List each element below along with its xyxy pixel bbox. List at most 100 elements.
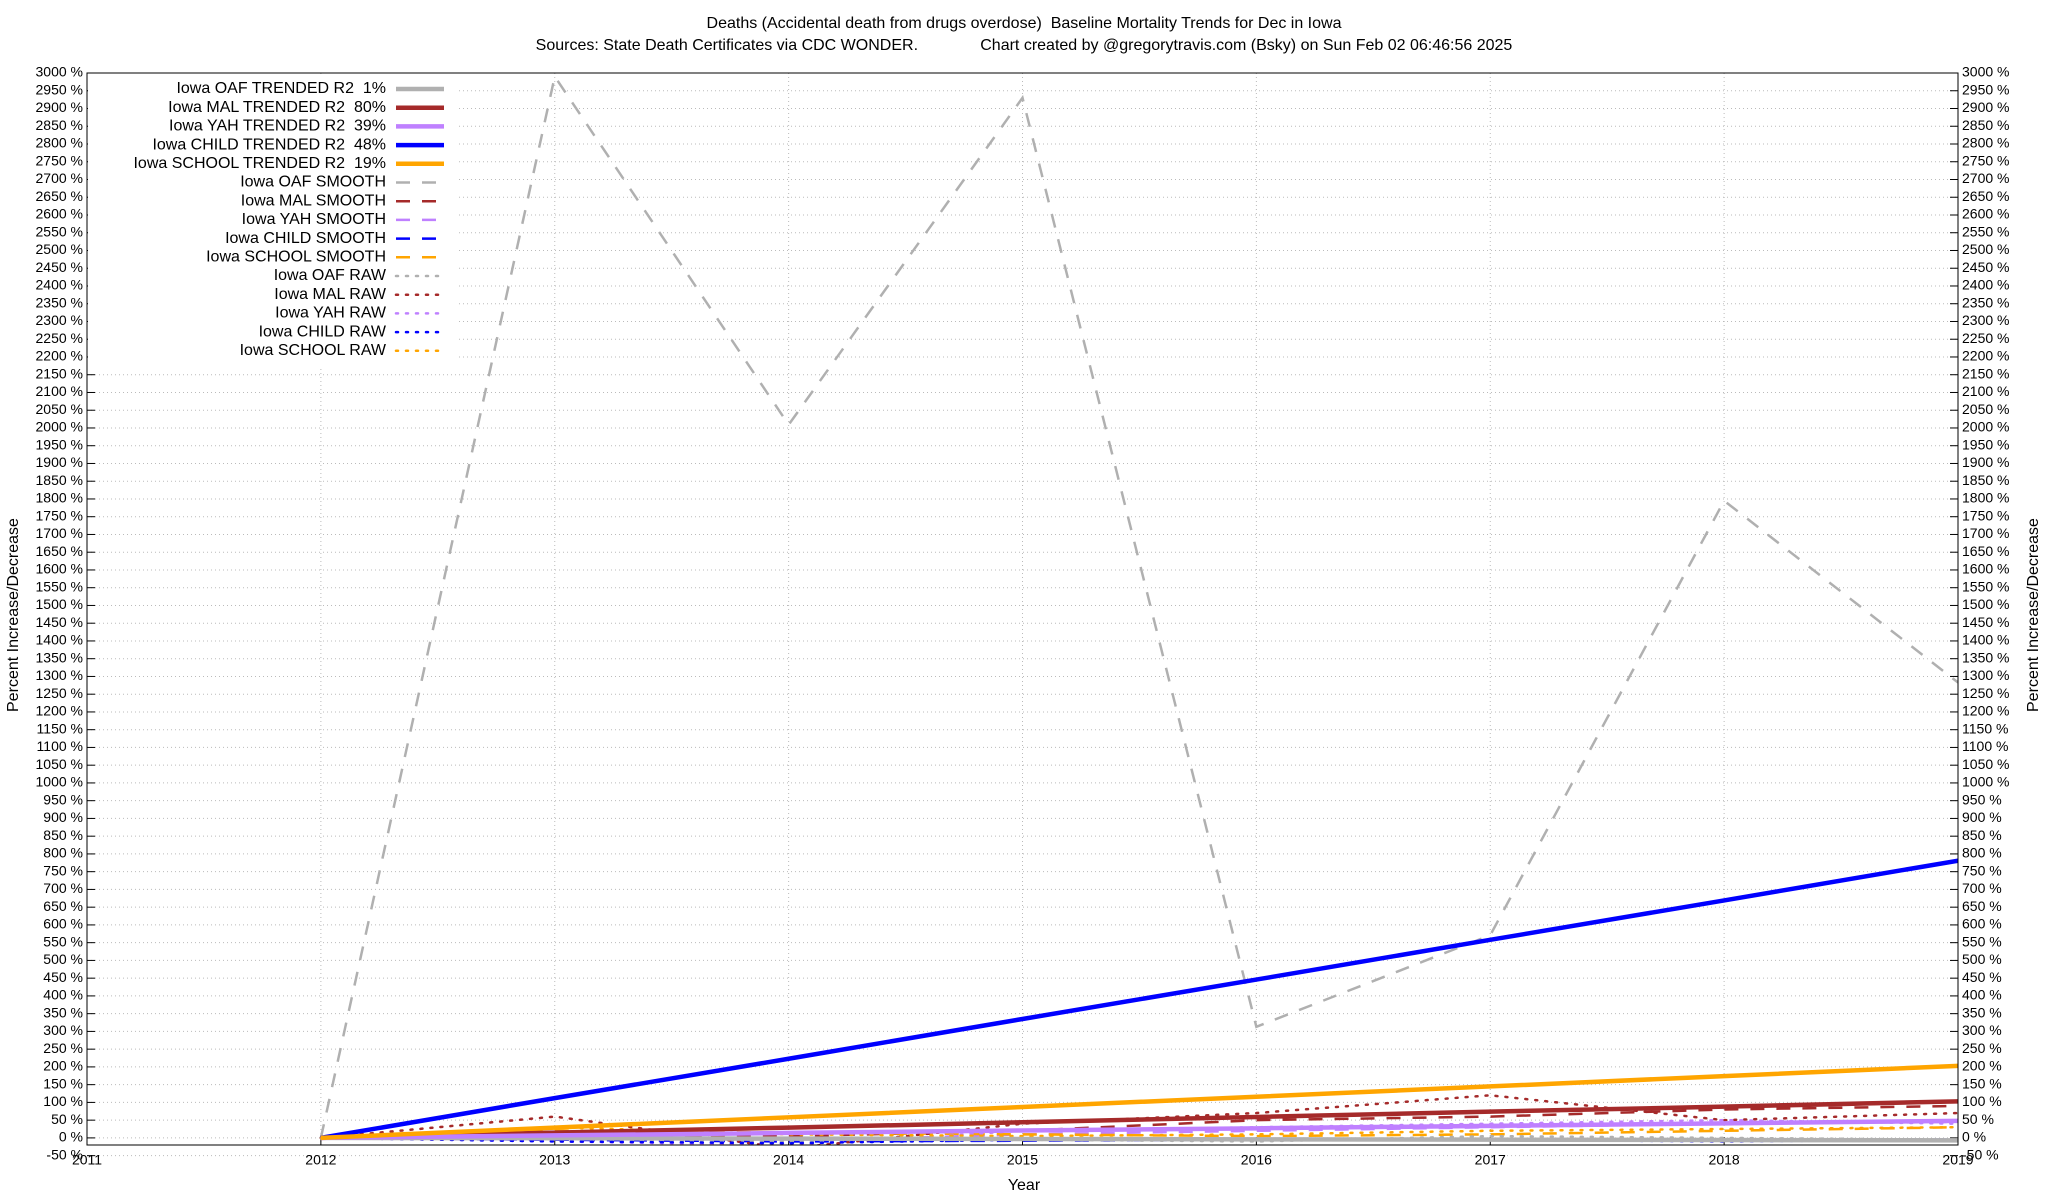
y2-tick-label: 2800 % bbox=[1962, 135, 2009, 151]
y2-tick-label: 2100 % bbox=[1962, 383, 2009, 399]
y2-tick-label: 1650 % bbox=[1962, 543, 2009, 559]
y-tick-label: 750 % bbox=[43, 862, 83, 878]
y-tick-label: 1650 % bbox=[36, 543, 83, 559]
legend-label: Iowa SCHOOL TRENDED R2 19% bbox=[133, 155, 386, 172]
y-tick-label: 2850 % bbox=[36, 117, 83, 133]
y-tick-label: 450 % bbox=[43, 969, 83, 985]
y-tick-label: 850 % bbox=[43, 827, 83, 843]
x-tick-label: 2015 bbox=[1007, 1152, 1038, 1168]
y-tick-label: 350 % bbox=[43, 1004, 83, 1020]
x-tick-label: 2011 bbox=[72, 1152, 102, 1168]
y2-tick-label: 450 % bbox=[1962, 969, 2002, 985]
y2-tick-label: 1150 % bbox=[1962, 720, 2008, 736]
x-tick-label: 2013 bbox=[539, 1152, 570, 1168]
y2-tick-label: 1100 % bbox=[1962, 738, 2008, 754]
y2-tick-label: 2600 % bbox=[1962, 206, 2009, 222]
y2-tick-label: 500 % bbox=[1962, 951, 2002, 967]
y-tick-label: 2100 % bbox=[36, 383, 83, 399]
y-tick-label: 2400 % bbox=[36, 277, 83, 293]
y-tick-label: 2800 % bbox=[36, 135, 83, 151]
y-axis-label: Percent Increase/Decrease bbox=[5, 518, 22, 712]
y2-tick-label: 50 % bbox=[1962, 1111, 1994, 1127]
series-line bbox=[320, 858, 1958, 1141]
plot-area bbox=[319, 73, 1958, 1145]
series-line bbox=[320, 1063, 1958, 1141]
y2-tick-label: 800 % bbox=[1962, 845, 2002, 861]
y2-tick-label: 2000 % bbox=[1962, 419, 2009, 435]
y-tick-label: 2700 % bbox=[36, 170, 83, 186]
y2-tick-label: 1350 % bbox=[1962, 649, 2009, 665]
y2-tick-label: 150 % bbox=[1962, 1075, 2002, 1091]
legend-label: Iowa YAH TRENDED R2 39% bbox=[169, 118, 386, 135]
y-tick-label: 2500 % bbox=[36, 241, 83, 257]
y2-tick-label: 2350 % bbox=[1962, 294, 2009, 310]
y2-tick-label: 1850 % bbox=[1962, 472, 2009, 488]
y-tick-label: 150 % bbox=[43, 1075, 83, 1091]
y-tick-label: 2150 % bbox=[36, 365, 83, 381]
y2-tick-label: 1700 % bbox=[1962, 525, 2009, 541]
y2-tick-label: 850 % bbox=[1962, 827, 2002, 843]
y2-tick-label: 300 % bbox=[1962, 1022, 2002, 1038]
y2-tick-label: 2050 % bbox=[1962, 401, 2009, 417]
y-tick-label: 1050 % bbox=[36, 756, 83, 772]
x-tick-label: 2018 bbox=[1709, 1152, 1740, 1168]
x-tick-label: 2019 bbox=[1942, 1152, 1973, 1168]
y2-tick-label: 2750 % bbox=[1962, 152, 2009, 168]
y-tick-label: 600 % bbox=[43, 916, 83, 932]
y2-tick-label: 2900 % bbox=[1962, 99, 2009, 115]
y2-tick-label: 950 % bbox=[1962, 791, 2002, 807]
y-tick-label: 1950 % bbox=[36, 436, 83, 452]
legend-label: Iowa CHILD TRENDED R2 48% bbox=[152, 136, 386, 153]
y2-tick-label: 1200 % bbox=[1962, 703, 2009, 719]
y-tick-label: 2550 % bbox=[36, 223, 83, 239]
y2-tick-label: 1500 % bbox=[1962, 596, 2009, 612]
y-tick-label: 1300 % bbox=[36, 667, 83, 683]
series-line bbox=[319, 73, 1958, 1139]
y-tick-label: 2050 % bbox=[36, 401, 83, 417]
legend-label: Iowa OAF TRENDED R2 1% bbox=[176, 80, 386, 97]
y-tick-label: 3000 % bbox=[36, 64, 83, 80]
y-tick-label: 2600 % bbox=[36, 206, 83, 222]
y-tick-label: 500 % bbox=[43, 951, 83, 967]
y2-tick-label: 1400 % bbox=[1962, 632, 2009, 648]
series-line bbox=[320, 1135, 1958, 1143]
y-tick-label: 300 % bbox=[43, 1022, 83, 1038]
y2-tick-label: -50 % bbox=[1962, 1146, 1999, 1162]
plot-frame bbox=[86, 72, 1959, 1146]
y2-tick-label: 2550 % bbox=[1962, 223, 2009, 239]
y-tick-label: 1450 % bbox=[36, 614, 83, 630]
x-tick-label: 2017 bbox=[1475, 1152, 1506, 1168]
legend-label: Iowa SCHOOL SMOOTH bbox=[206, 249, 386, 266]
y-tick-label: 250 % bbox=[43, 1040, 83, 1056]
y-tick-label: 100 % bbox=[43, 1093, 83, 1109]
legend-label: Iowa MAL TRENDED R2 80% bbox=[168, 99, 386, 116]
y-tick-label: 1600 % bbox=[36, 561, 83, 577]
y2-tick-label: 2250 % bbox=[1962, 330, 2009, 346]
y2-tick-label: 2950 % bbox=[1962, 81, 2009, 97]
y-tick-label: 1750 % bbox=[36, 507, 83, 523]
y-tick-label: 950 % bbox=[43, 791, 83, 807]
y2-tick-label: 600 % bbox=[1962, 916, 2002, 932]
y2-tick-label: 2300 % bbox=[1962, 312, 2009, 328]
legend-label: Iowa SCHOOL RAW bbox=[240, 342, 387, 359]
y2-tick-label: 1550 % bbox=[1962, 578, 2009, 594]
y2-tick-label: 1600 % bbox=[1962, 561, 2009, 577]
chart-subtitle: Sources: State Death Certificates via CD… bbox=[536, 37, 1513, 54]
y-tick-label: 50 % bbox=[51, 1111, 83, 1127]
y-tick-label: 1150 % bbox=[37, 720, 83, 736]
y2-tick-label: 1000 % bbox=[1962, 774, 2009, 790]
legend-label: Iowa OAF RAW bbox=[274, 267, 387, 284]
y2-tick-label: 100 % bbox=[1962, 1093, 2002, 1109]
legend-label: Iowa CHILD SMOOTH bbox=[225, 230, 386, 247]
y-tick-label: 400 % bbox=[43, 987, 83, 1003]
y2-tick-label: 1900 % bbox=[1962, 454, 2009, 470]
y-tick-label: 2950 % bbox=[36, 81, 83, 97]
y-tick-label: 1200 % bbox=[36, 703, 83, 719]
x-tick-label: 2014 bbox=[773, 1152, 804, 1168]
y2-tick-label: 250 % bbox=[1962, 1040, 2002, 1056]
y-tick-label: 650 % bbox=[43, 898, 83, 914]
y2-tick-label: 3000 % bbox=[1962, 64, 2009, 80]
legend: Iowa OAF TRENDED R2 1% Iowa MAL TRENDED R… bbox=[88, 74, 458, 366]
